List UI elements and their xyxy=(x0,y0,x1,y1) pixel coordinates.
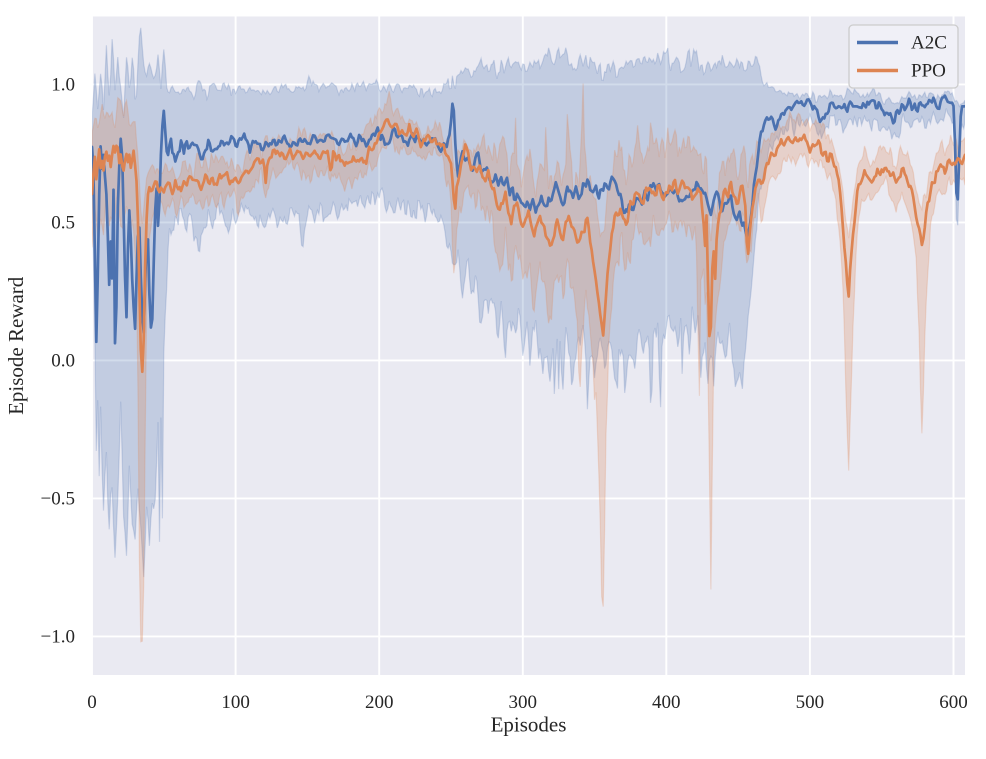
svg-text:600: 600 xyxy=(939,692,968,713)
svg-text:PPO: PPO xyxy=(911,61,946,82)
svg-text:1.0: 1.0 xyxy=(51,75,75,96)
svg-text:500: 500 xyxy=(796,692,825,713)
svg-text:−0.5: −0.5 xyxy=(41,489,75,510)
svg-text:−1.0: −1.0 xyxy=(41,627,75,648)
svg-text:0.0: 0.0 xyxy=(51,351,75,372)
svg-text:0.5: 0.5 xyxy=(51,213,75,234)
svg-text:400: 400 xyxy=(652,692,681,713)
svg-text:Episodes: Episodes xyxy=(491,713,567,737)
svg-text:100: 100 xyxy=(221,692,250,713)
svg-text:A2C: A2C xyxy=(911,33,947,54)
svg-text:300: 300 xyxy=(509,692,538,713)
svg-text:200: 200 xyxy=(365,692,394,713)
svg-text:0: 0 xyxy=(87,692,97,713)
svg-text:Episode Reward: Episode Reward xyxy=(4,276,28,415)
